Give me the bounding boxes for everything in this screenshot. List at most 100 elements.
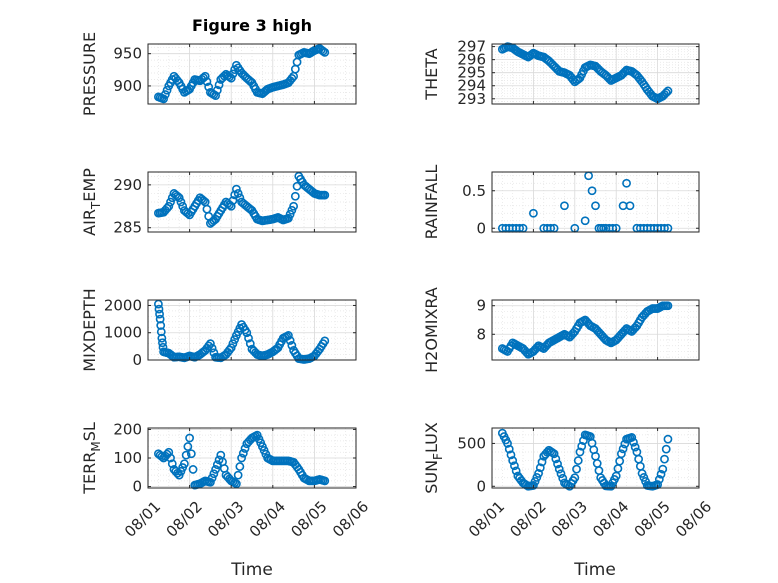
data-point-interp xyxy=(290,191,300,201)
data-point-interp xyxy=(618,444,628,454)
data-point-interp xyxy=(230,335,240,344)
data-point-interp xyxy=(157,452,167,461)
x-tick-label: 08/06 xyxy=(329,498,372,541)
y-tick-label: 1000 xyxy=(104,324,142,342)
series-markers xyxy=(153,430,330,490)
data-point xyxy=(211,465,220,474)
x-tick-label: 08/03 xyxy=(548,498,591,541)
data-point xyxy=(231,479,241,489)
series-markers xyxy=(497,301,673,359)
data-point-interp xyxy=(155,309,164,319)
x-axis-label-right: Time xyxy=(573,560,616,580)
data-point xyxy=(508,456,518,465)
data-point-interp xyxy=(160,90,170,99)
data-point-interp xyxy=(228,69,238,79)
data-point-interp xyxy=(630,442,640,452)
data-point-interp xyxy=(551,454,561,464)
data-point-interp xyxy=(167,459,177,469)
data-point-interp xyxy=(634,454,644,464)
data-point-interp xyxy=(287,341,297,350)
axes-box xyxy=(147,299,357,361)
data-point-interp xyxy=(199,196,208,205)
y-tick-label: 2000 xyxy=(104,296,142,314)
data-point xyxy=(570,473,580,483)
data-point-interp xyxy=(504,444,514,454)
data-point-interp xyxy=(235,462,245,471)
data-point xyxy=(529,481,538,490)
data-point-interp xyxy=(188,465,198,474)
y-axis-label: TERRMSL xyxy=(80,422,103,495)
data-point-interp xyxy=(166,197,175,207)
y-tick-label: 297 xyxy=(457,38,486,56)
data-point xyxy=(283,331,293,340)
data-point-interp xyxy=(207,343,217,353)
data-point-interp xyxy=(202,77,212,87)
y-axis-label: THETA xyxy=(422,48,441,100)
data-point xyxy=(549,449,559,459)
data-point-interp xyxy=(214,80,224,90)
data-point xyxy=(580,216,590,226)
data-point-interp xyxy=(181,450,191,460)
y-tick-label: 500 xyxy=(457,434,486,452)
axes-box xyxy=(491,299,700,361)
x-tick-label: 08/02 xyxy=(163,498,206,541)
data-point-interp xyxy=(238,448,248,458)
data-point-interp xyxy=(661,444,671,454)
data-point xyxy=(320,47,330,57)
data-point xyxy=(575,447,585,457)
y-axis-label: SUNFLUX xyxy=(422,422,445,494)
data-point xyxy=(587,186,597,196)
data-point-interp xyxy=(233,470,243,480)
data-point-interp xyxy=(613,464,623,473)
panel-mixdepth: 0 1000 2000 MIXDEPTH xyxy=(80,288,357,372)
y-axis-label: PRESSURE xyxy=(80,32,99,116)
y-tick-label: 950 xyxy=(113,45,142,63)
y-tick-label: 290 xyxy=(113,176,142,194)
data-point xyxy=(211,91,220,101)
data-point xyxy=(622,178,631,188)
y-tick-label: 8 xyxy=(476,325,486,343)
data-point-interp xyxy=(532,473,542,482)
data-point xyxy=(174,193,184,203)
data-point-interp xyxy=(287,205,297,215)
y-tick-label: 0 xyxy=(132,351,142,369)
data-point-interp xyxy=(245,339,255,349)
axes-box xyxy=(491,171,700,233)
data-point xyxy=(226,201,236,211)
data-point-interp xyxy=(156,321,166,330)
series-markers xyxy=(497,42,673,104)
data-point xyxy=(663,434,673,444)
figure-title: Figure 3 high xyxy=(192,16,312,35)
data-point xyxy=(616,449,626,459)
data-point xyxy=(237,453,246,463)
data-point xyxy=(205,477,215,487)
y-tick-label: 295 xyxy=(457,64,486,82)
data-point xyxy=(242,328,252,338)
data-point-interp xyxy=(233,189,243,198)
y-tick-label: 0 xyxy=(132,478,142,496)
data-point-interp xyxy=(660,454,669,464)
panel-h2omixra: 8 9 H2OMIXRA xyxy=(422,287,700,373)
data-point-interp xyxy=(202,204,212,214)
y-tick-label: 900 xyxy=(113,77,142,95)
x-tick-label: 08/06 xyxy=(672,498,715,541)
y-axis-label: H2OMIXRA xyxy=(422,287,441,373)
data-point-interp xyxy=(656,469,666,479)
data-point-interp xyxy=(212,85,222,95)
y-tick-label: 0 xyxy=(476,477,486,495)
data-point xyxy=(155,314,165,324)
data-point xyxy=(529,208,538,218)
x-tick-label: 08/04 xyxy=(246,498,289,541)
y-tick-label: 0.5 xyxy=(462,182,486,200)
x-tick-label: 08/03 xyxy=(204,498,247,541)
series-markers xyxy=(153,171,330,228)
data-point-interp xyxy=(183,442,193,451)
data-point-interp xyxy=(158,338,167,348)
data-point-interp xyxy=(506,450,516,460)
axes-box xyxy=(147,171,357,233)
data-point-interp xyxy=(225,345,234,355)
data-point xyxy=(658,464,668,474)
data-point-interp xyxy=(228,339,238,349)
